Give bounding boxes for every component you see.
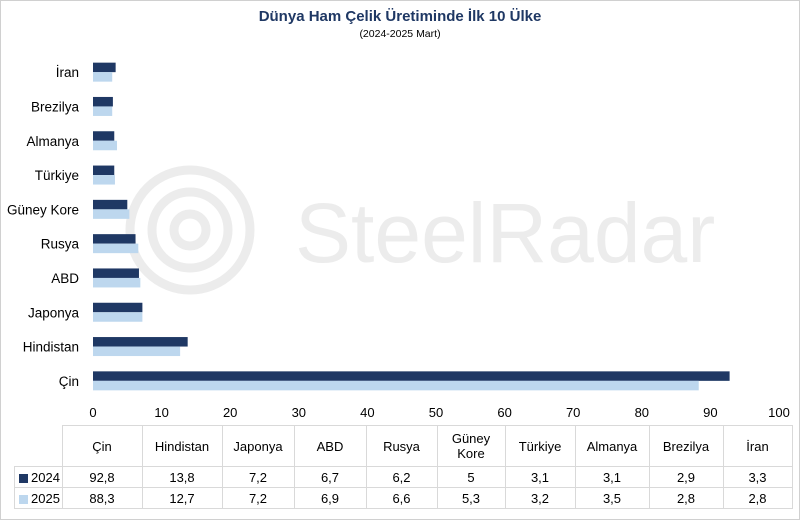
table-header-cell: Rusya (365, 425, 438, 467)
bar-2025-hindistan (93, 346, 181, 357)
table-header-cell: Çin (61, 425, 143, 467)
table-cell-2025: 3,5 (574, 487, 650, 509)
bar-2024-çin (93, 371, 730, 381)
x-tick-label-100: 100 (768, 405, 790, 420)
category-label-almanya: Almanya (26, 134, 79, 149)
legend-swatch-2025 (19, 494, 28, 504)
chart-subtitle: (2024-2025 Mart) (359, 28, 441, 40)
table-cell-2024: 3,1 (574, 466, 650, 488)
bar-2025-türkiye (93, 175, 115, 185)
category-label-abd: ABD (51, 271, 79, 286)
bar-2025-i̇ran (93, 72, 113, 82)
table-cell-2025: 5,3 (436, 487, 506, 509)
bar-2025-almanya (93, 140, 118, 151)
table-cell-2025: 3,2 (504, 487, 576, 509)
table-cell-2024: 6,7 (293, 466, 367, 488)
table-cell-2024: 92,8 (61, 466, 143, 488)
bar-2025-güney-kore (93, 209, 130, 219)
table-cell-2025: 12,7 (141, 487, 223, 509)
table-header-cell: Türkiye (504, 425, 576, 467)
table-cell-2025: 6,6 (365, 487, 438, 509)
x-tick-label-60: 60 (497, 405, 511, 420)
table-cell-2024: 2,9 (648, 466, 724, 488)
data-table: Çin Hindistan Japonya ABD Rusya Güney Kore Türk… (14, 425, 793, 509)
x-tick-label-0: 0 (89, 405, 96, 420)
table-corner (14, 425, 63, 467)
table-row-2024: 2024 92,8 13,8 7,2 6,7 6,2 5 3,1 3,1 2,9 3,3 (14, 466, 793, 488)
table-cell-2024: 5 (436, 466, 506, 488)
bar-2025-abd (93, 277, 141, 288)
category-label-çin: Çin (59, 374, 79, 389)
legend-2025: 2025 (14, 487, 63, 509)
table-header-cell: İran (722, 425, 793, 467)
category-label-hindistan: Hindistan (23, 340, 79, 355)
category-label-japonya: Japonya (28, 305, 80, 320)
category-label-rusya: Rusya (41, 237, 80, 252)
table-header-cell: Brezilya (648, 425, 724, 467)
table-cell-2025: 88,3 (61, 487, 143, 509)
watermark-text: SteelRadar (295, 186, 715, 280)
table-cell-2025: 2,8 (722, 487, 793, 509)
steelradar-watermark: SteelRadar (125, 165, 715, 295)
table-row-2025: 2025 88,3 12,7 7,2 6,9 6,6 5,3 3,2 3,5 2,8 2,8 (14, 487, 793, 509)
table-header-row: Çin Hindistan Japonya ABD Rusya Güney Kore Türk… (14, 425, 793, 467)
bar-2025-japonya (93, 312, 143, 322)
bar-2025-brezilya (93, 106, 113, 116)
table-cell-2025: 6,9 (293, 487, 367, 509)
table-header-cell: Japonya (221, 425, 295, 467)
bar-2025-çin (93, 380, 699, 391)
bar-2024-hindistan (93, 337, 188, 347)
table-cell-2024: 7,2 (221, 466, 295, 488)
legend-swatch-2024 (19, 473, 28, 483)
table-header-cell: Hindistan (141, 425, 223, 467)
table-cell-2024: 13,8 (141, 466, 223, 488)
table-cell-2024: 6,2 (365, 466, 438, 488)
x-tick-label-70: 70 (566, 405, 580, 420)
x-tick-label-80: 80 (635, 405, 649, 420)
table-header-cell: Almanya (574, 425, 650, 467)
bar-2024-rusya (93, 234, 136, 244)
table-cell-2024: 3,1 (504, 466, 576, 488)
bar-2024-i̇ran (93, 62, 116, 73)
bar-2024-güney-kore (93, 199, 128, 210)
x-tick-label-50: 50 (429, 405, 443, 420)
bar-2024-japonya (93, 302, 143, 313)
chart-title: Dünya Ham Çelik Üretiminde İlk 10 Ülke (258, 8, 542, 25)
bar-chart: Çin Hindistan Japonya ABD Rusya Güney Kore Tür… (7, 62, 790, 420)
legend-label-2025: 2025 (31, 490, 60, 506)
legend-2024: 2024 (14, 466, 63, 488)
category-label-güney-kore: Güney Kore (7, 202, 79, 217)
bar-2024-brezilya (93, 96, 113, 107)
category-label-türkiye: Türkiye (35, 168, 79, 183)
bar-2024-almanya (93, 131, 115, 141)
x-tick-label-90: 90 (703, 405, 717, 420)
x-tick-label-40: 40 (360, 405, 374, 420)
category-label-brezilya: Brezilya (31, 99, 80, 114)
bar-2024-abd (93, 268, 139, 278)
category-label-i̇ran: İran (56, 65, 79, 80)
table-header-cell: ABD (293, 425, 367, 467)
table-cell-2024: 3,3 (722, 466, 793, 488)
legend-label-2024: 2024 (31, 469, 60, 485)
bar-2025-rusya (93, 243, 139, 254)
bar-2024-türkiye (93, 165, 115, 176)
x-tick-label-30: 30 (292, 405, 306, 420)
table-cell-2025: 2,8 (648, 487, 724, 509)
table-header-cell: Güney Kore (436, 425, 506, 467)
x-tick-label-10: 10 (154, 405, 168, 420)
x-tick-label-20: 20 (223, 405, 237, 420)
table-cell-2025: 7,2 (221, 487, 295, 509)
